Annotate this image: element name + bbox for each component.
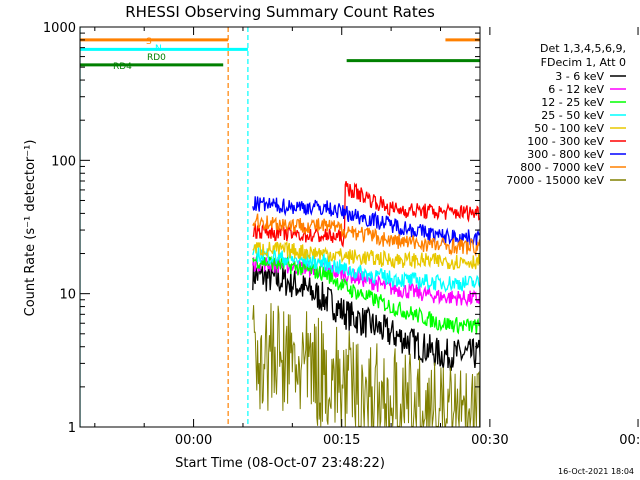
legend: Det 1,3,4,5,6,9, FDecim 1, Att 0 3 - 6 k… — [506, 42, 626, 187]
y-tick-label-2: 10 — [59, 288, 76, 303]
series-line-1 — [252, 260, 480, 371]
legend-label-9: 7000 - 15000 keV — [506, 174, 604, 187]
series-line-4 — [252, 244, 480, 293]
legend-label-4: 25 - 50 keV — [541, 109, 604, 122]
legend-label-6: 100 - 300 keV — [527, 135, 604, 148]
footer-timestamp: 16-Oct-2021 18:04 — [558, 467, 634, 476]
series-line-9 — [252, 303, 480, 427]
x-tick-label-3: 00:30 — [471, 433, 508, 448]
y-tick-label-3: 100 — [51, 154, 76, 169]
x-tick-label-1: 00:00 — [175, 433, 212, 448]
legend-header-line-2: FDecim 1, Att 0 — [541, 56, 626, 69]
flag-label-rd4: RD4 — [113, 62, 132, 72]
series-line-3 — [252, 255, 480, 335]
chart-title: RHESSI Observing Summary Count Rates — [125, 3, 435, 21]
series-line-6 — [252, 181, 480, 248]
y-tick-label-4: 1000 — [43, 21, 76, 36]
legend-label-5: 50 - 100 keV — [534, 122, 604, 135]
x-axis-label: Start Time (08-Oct-07 23:48:22) — [175, 456, 385, 471]
series-line-2 — [252, 255, 480, 308]
plot-frame — [79, 26, 481, 428]
legend-label-7: 300 - 800 keV — [527, 148, 604, 161]
series-line-5 — [252, 240, 480, 271]
x-tick-label-4: 00:45 — [619, 433, 640, 448]
legend-label-8: 800 - 7000 keV — [520, 161, 604, 174]
flag-label-s: S — [146, 37, 152, 47]
flag-label-n: N — [155, 44, 162, 54]
series-line-7 — [252, 196, 480, 247]
legend-label-2: 6 - 12 keV — [548, 83, 604, 96]
y-axis-label: Count Rate (s⁻¹ detector⁻¹) — [23, 140, 38, 317]
plot-area — [80, 27, 480, 427]
legend-header-line-1: Det 1,3,4,5,6,9, — [540, 42, 626, 55]
legend-label-3: 12 - 25 keV — [541, 96, 604, 109]
y-tick-label-1: 1 — [68, 421, 76, 436]
series-line-8 — [252, 213, 480, 257]
flag-label-rd0: RD0 — [147, 53, 166, 63]
legend-label-1: 3 - 6 keV — [555, 70, 604, 83]
x-tick-label-2: 00:15 — [323, 433, 360, 448]
